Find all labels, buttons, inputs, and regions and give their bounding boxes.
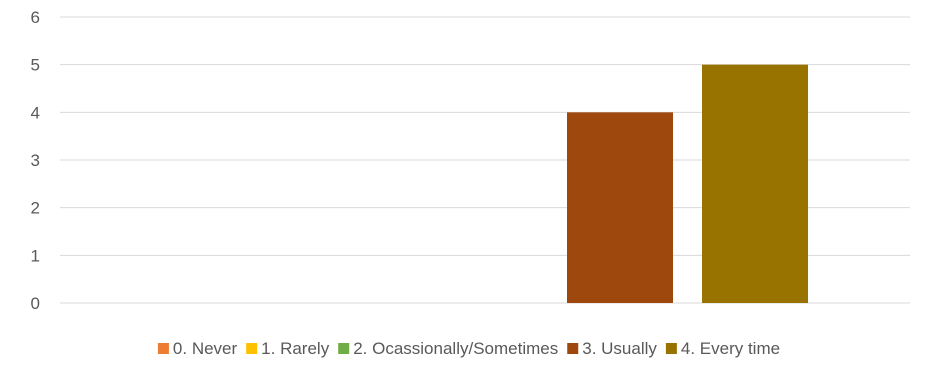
- bar-3: [567, 112, 673, 303]
- legend-swatch-0: [157, 343, 169, 354]
- legend-label-1: 1. Rarely: [261, 339, 330, 358]
- y-axis-tick-labels: 0 1 2 3 4 5 6: [31, 8, 40, 313]
- legend-label-2: 2. Ocassionally/Sometimes: [353, 339, 558, 358]
- legend-item-2: 2. Ocassionally/Sometimes: [338, 339, 558, 358]
- legend-swatch-4: [665, 343, 677, 354]
- legend-swatch-3: [567, 343, 579, 354]
- y-tick-label-6: 6: [31, 8, 40, 27]
- legend-item-3: 3. Usually: [567, 339, 657, 358]
- y-tick-label-5: 5: [31, 56, 40, 75]
- legend-item-4: 4. Every time: [665, 339, 780, 358]
- y-tick-label-1: 1: [31, 246, 40, 265]
- y-tick-label-0: 0: [31, 294, 40, 313]
- bars: [567, 64, 808, 304]
- bar-4: [702, 64, 808, 304]
- legend-item-1: 1. Rarely: [246, 339, 330, 358]
- legend-swatch-1: [246, 343, 258, 354]
- legend-label-0: 0. Never: [173, 339, 238, 358]
- legend-swatch-2: [338, 343, 350, 354]
- y-tick-label-2: 2: [31, 199, 40, 218]
- y-tick-label-4: 4: [31, 103, 40, 122]
- legend-label-3: 3. Usually: [582, 339, 657, 358]
- y-tick-label-3: 3: [31, 151, 40, 170]
- legend: 0. Never 1. Rarely 2. Ocassionally/Sometim…: [157, 339, 780, 358]
- legend-item-0: 0. Never: [157, 339, 238, 358]
- gridlines: [60, 16, 910, 304]
- legend-label-4: 4. Every time: [681, 339, 780, 358]
